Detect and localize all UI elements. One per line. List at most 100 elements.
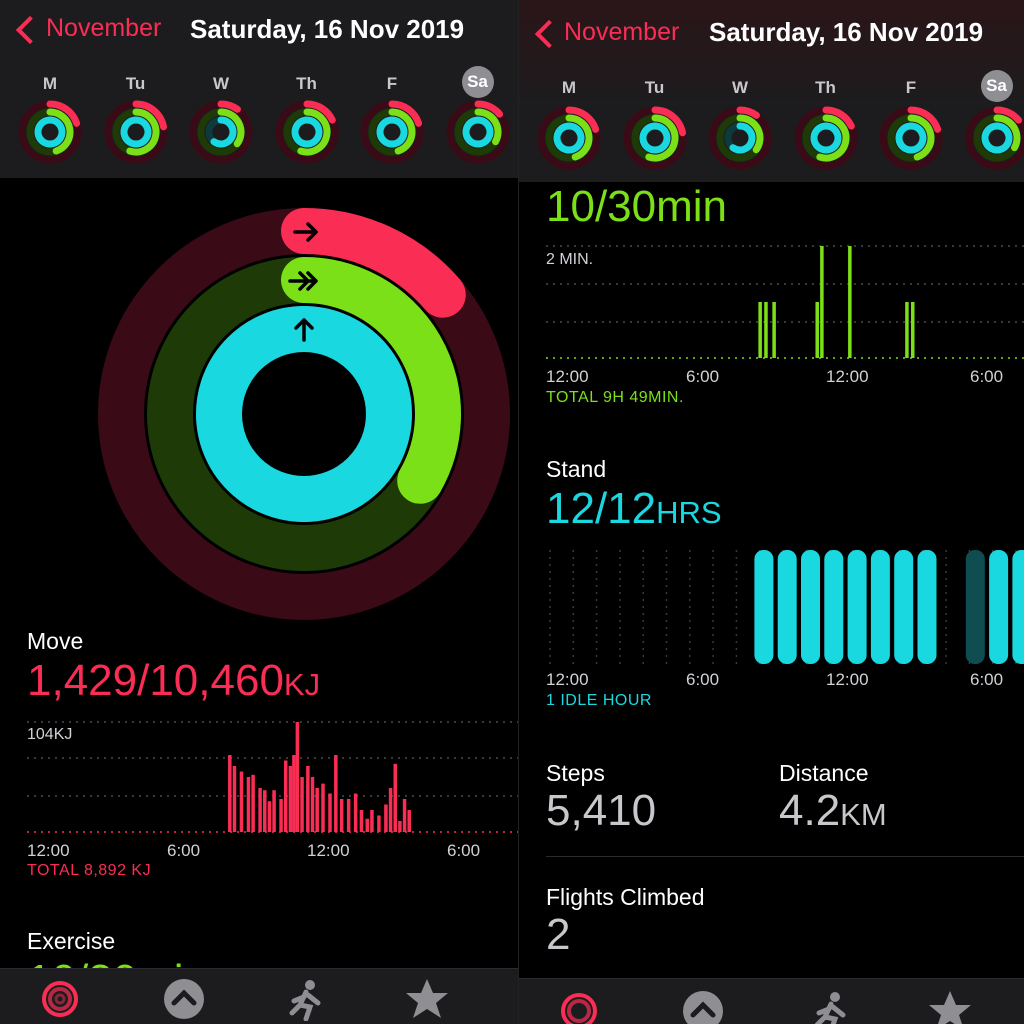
chevron-up-tab-icon[interactable] [162, 977, 206, 1021]
exercise-label: Exercise [27, 928, 116, 954]
move-bar [370, 810, 374, 832]
move-bar [321, 783, 325, 832]
move-bar [377, 815, 381, 832]
day-rings-th[interactable] [275, 100, 339, 164]
move-x-label-3: 12:00 [307, 841, 350, 860]
stand-hour-bar [824, 550, 844, 664]
day-exercise-ring [565, 114, 593, 161]
day-rings-w[interactable] [708, 106, 772, 170]
day-exercise-ring [217, 108, 245, 148]
exercise-bar [764, 302, 768, 358]
back-button-november[interactable]: November [564, 18, 680, 46]
chevron-up-tab-icon[interactable] [681, 989, 725, 1024]
exercise-bar [820, 246, 824, 358]
move-bar [288, 766, 293, 832]
activity-rings-large [98, 208, 510, 620]
tab-bar [519, 978, 1024, 1024]
day-exercise-ring [474, 108, 501, 146]
stand-hour-bar [870, 550, 890, 664]
day-exercise-ring [736, 114, 764, 154]
day-stand-ring [120, 116, 151, 148]
day-rings-tu[interactable] [104, 100, 168, 164]
steps-value: 5,410 [546, 786, 657, 835]
exercise-value: 10/30min [546, 182, 728, 231]
day-stand-ring [291, 116, 322, 148]
move-value: 1,429/10,460KJ [27, 656, 321, 705]
day-stand-ring [34, 116, 66, 148]
activity-rings-tab-icon[interactable] [40, 979, 80, 1019]
exercise-x-label-3: 12:00 [826, 367, 869, 386]
date-title: Saturday, 16 Nov 2019 [709, 17, 984, 47]
stand-hour-bar [1012, 550, 1024, 664]
exercise-chart-ymax: 2 MIN. [546, 251, 594, 268]
day-rings-f[interactable] [360, 100, 424, 164]
back-button-november[interactable]: November [46, 14, 162, 42]
awards-tab-icon[interactable] [927, 987, 973, 1024]
day-rings-m[interactable] [537, 106, 601, 170]
day-label-w[interactable]: W [212, 74, 230, 93]
activity-rings-tab-icon[interactable] [559, 991, 599, 1024]
distance-value: 4.2KM [779, 786, 887, 835]
move-bar [279, 799, 283, 832]
date-title: Saturday, 16 Nov 2019 [190, 14, 465, 44]
move-bar [365, 818, 370, 832]
move-total: TOTAL 8,892 KJ [27, 862, 152, 879]
day-stand-ring [553, 122, 585, 154]
day-rings-f[interactable] [879, 106, 943, 170]
workouts-tab-icon[interactable] [286, 977, 326, 1021]
move-bar [232, 766, 237, 832]
day-rings-sa[interactable] [965, 106, 1024, 170]
distance-label: Distance [779, 760, 869, 786]
chevron-left-icon[interactable] [15, 15, 45, 45]
exercise-x-label-2: 6:00 [686, 367, 720, 386]
day-rings-m[interactable] [18, 100, 82, 164]
stand-x-label-4: 6:00 [970, 670, 1004, 689]
flights-value: 2 [546, 910, 571, 959]
chevron-left-icon[interactable] [534, 19, 564, 49]
stand-x-label-1: 12:00 [546, 670, 589, 689]
exercise-bar [911, 302, 915, 358]
day-label-tu[interactable]: Tu [125, 74, 146, 93]
day-label-m[interactable]: M [42, 74, 58, 93]
day-label-th[interactable]: Th [815, 78, 836, 97]
activity-detail-panel: November Saturday, 16 Nov 2019 M Tu W Th F Sa… [519, 0, 1024, 1024]
day-move-ring [217, 100, 241, 113]
exercise-arrow-icon [288, 271, 318, 291]
move-arrow-icon [293, 222, 318, 242]
day-move-ring [132, 100, 167, 131]
exercise-total: TOTAL 9H 49MIN. [546, 389, 684, 406]
day-rings-tu[interactable] [623, 106, 687, 170]
day-rings-th[interactable] [794, 106, 858, 170]
exercise-bar [815, 302, 819, 358]
week-header-scrolled: November Saturday, 16 Nov 2019 M Tu W Th F Sa [519, 0, 1024, 182]
day-label-f[interactable]: F [905, 78, 917, 97]
day-label-w[interactable]: W [731, 78, 749, 97]
exercise-bar [905, 302, 909, 358]
move-bar [359, 810, 364, 832]
move-bar [228, 755, 232, 832]
workouts-tab-icon[interactable] [811, 989, 851, 1024]
move-bar [292, 755, 296, 832]
day-exercise-ring [296, 108, 330, 156]
awards-tab-icon[interactable] [404, 975, 450, 1021]
day-move-ring [46, 100, 81, 127]
day-label-m[interactable]: M [561, 78, 577, 97]
day-stand-ring [981, 122, 1012, 154]
day-move-ring [474, 100, 503, 118]
exercise-bar [758, 302, 762, 358]
day-stand-ring [376, 116, 408, 148]
day-move-ring [303, 100, 336, 124]
day-label-sa[interactable]: Sa [980, 70, 1013, 102]
exercise-x-label-1: 12:00 [546, 367, 589, 386]
day-label-th[interactable]: Th [296, 74, 317, 93]
day-label-sa[interactable]: Sa [461, 66, 494, 98]
move-bar [315, 788, 319, 832]
day-label-f[interactable]: F [386, 74, 398, 93]
day-rings-sa[interactable] [446, 100, 510, 164]
stats-divider [546, 856, 1024, 857]
exercise-ring [281, 257, 461, 504]
day-label-tu[interactable]: Tu [644, 78, 665, 97]
move-bar [334, 755, 338, 832]
day-rings-w[interactable] [189, 100, 253, 164]
move-x-label-2: 6:00 [167, 841, 201, 860]
